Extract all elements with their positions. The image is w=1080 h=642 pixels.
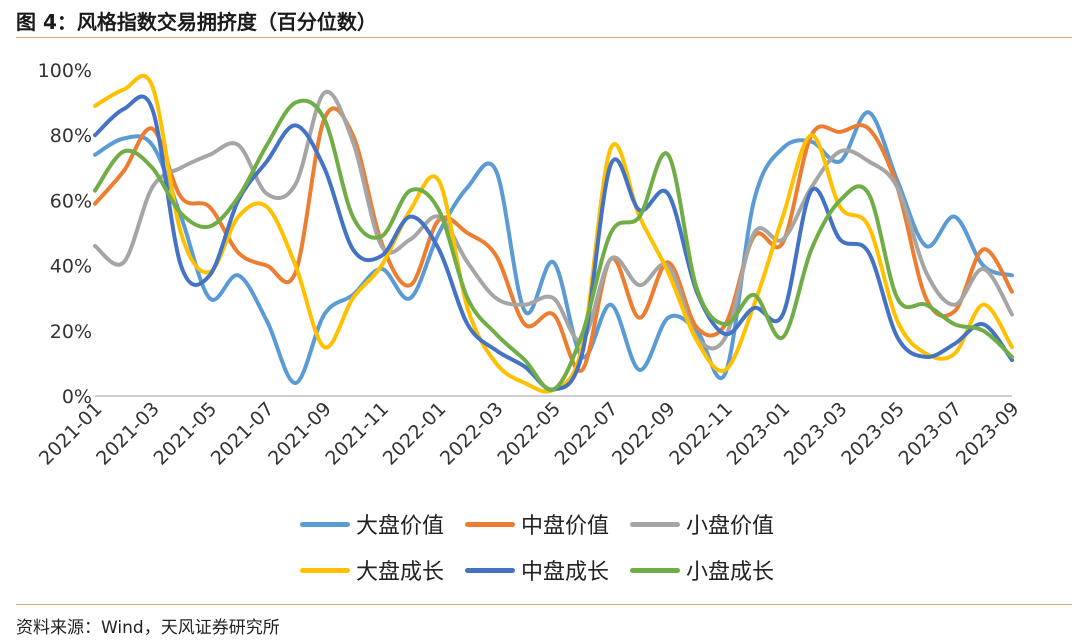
y-tick-label: 20% — [50, 321, 92, 343]
line-chart: 0% 20% 40% 60% 80% 100% 2021-012021-032021-05… — [35, 60, 1024, 470]
footer-divider — [16, 604, 1072, 605]
title-divider — [16, 37, 1072, 38]
series-line-0 — [93, 110, 1014, 385]
chart-title: 图 4：风格指数交易拥挤度（百分位数） — [16, 10, 377, 34]
series-line-1 — [93, 106, 1014, 373]
legend-swatch — [300, 521, 350, 527]
legend-label: 中盘价值 — [521, 514, 610, 539]
series-line-5 — [93, 98, 1014, 392]
series-lines — [93, 73, 1014, 394]
legend-item-large-growth: 大盘成长 — [300, 554, 465, 586]
legend-item-small-growth: 小盘成长 — [630, 554, 795, 586]
legend-label: 小盘价值 — [686, 514, 775, 539]
y-axis-tick-labels: 0% 20% 40% 60% 80% 100% — [38, 60, 92, 408]
legend-item-small-value: 小盘价值 — [630, 508, 795, 540]
legend-label: 大盘成长 — [356, 560, 445, 585]
legend-row-2: 大盘成长 中盘成长 小盘成长 — [300, 554, 860, 586]
legend-label: 中盘成长 — [521, 560, 610, 585]
legend-row-1: 大盘价值 中盘价值 小盘价值 — [300, 508, 860, 540]
y-tick-label: 80% — [50, 125, 92, 147]
x-tick-label: 2023-09 — [952, 398, 1024, 470]
y-tick-label: 100% — [38, 60, 92, 82]
legend-item-mid-value: 中盘价值 — [465, 508, 630, 540]
legend-item-large-value: 大盘价值 — [300, 508, 465, 540]
y-tick-label: 40% — [50, 256, 92, 278]
legend-label: 小盘成长 — [686, 560, 775, 585]
x-axis-tick-labels: 2021-012021-032021-052021-072021-092021-… — [35, 398, 1024, 470]
legend-item-mid-growth: 中盘成长 — [465, 554, 630, 586]
legend-swatch — [630, 521, 680, 527]
y-tick-label: 60% — [50, 190, 92, 212]
legend-swatch — [465, 521, 515, 527]
source-note: 资料来源：Wind，天风证券研究所 — [16, 618, 280, 638]
legend-swatch — [630, 567, 680, 573]
series-line-2 — [93, 89, 1014, 351]
series-line-3 — [93, 73, 1014, 394]
legend: 大盘价值 中盘价值 小盘价值 大盘成长 中盘成长 小盘成长 — [300, 508, 860, 600]
y-tick-label: 0% — [62, 386, 92, 408]
legend-swatch — [300, 567, 350, 573]
legend-swatch — [465, 567, 515, 573]
legend-label: 大盘价值 — [356, 514, 445, 539]
